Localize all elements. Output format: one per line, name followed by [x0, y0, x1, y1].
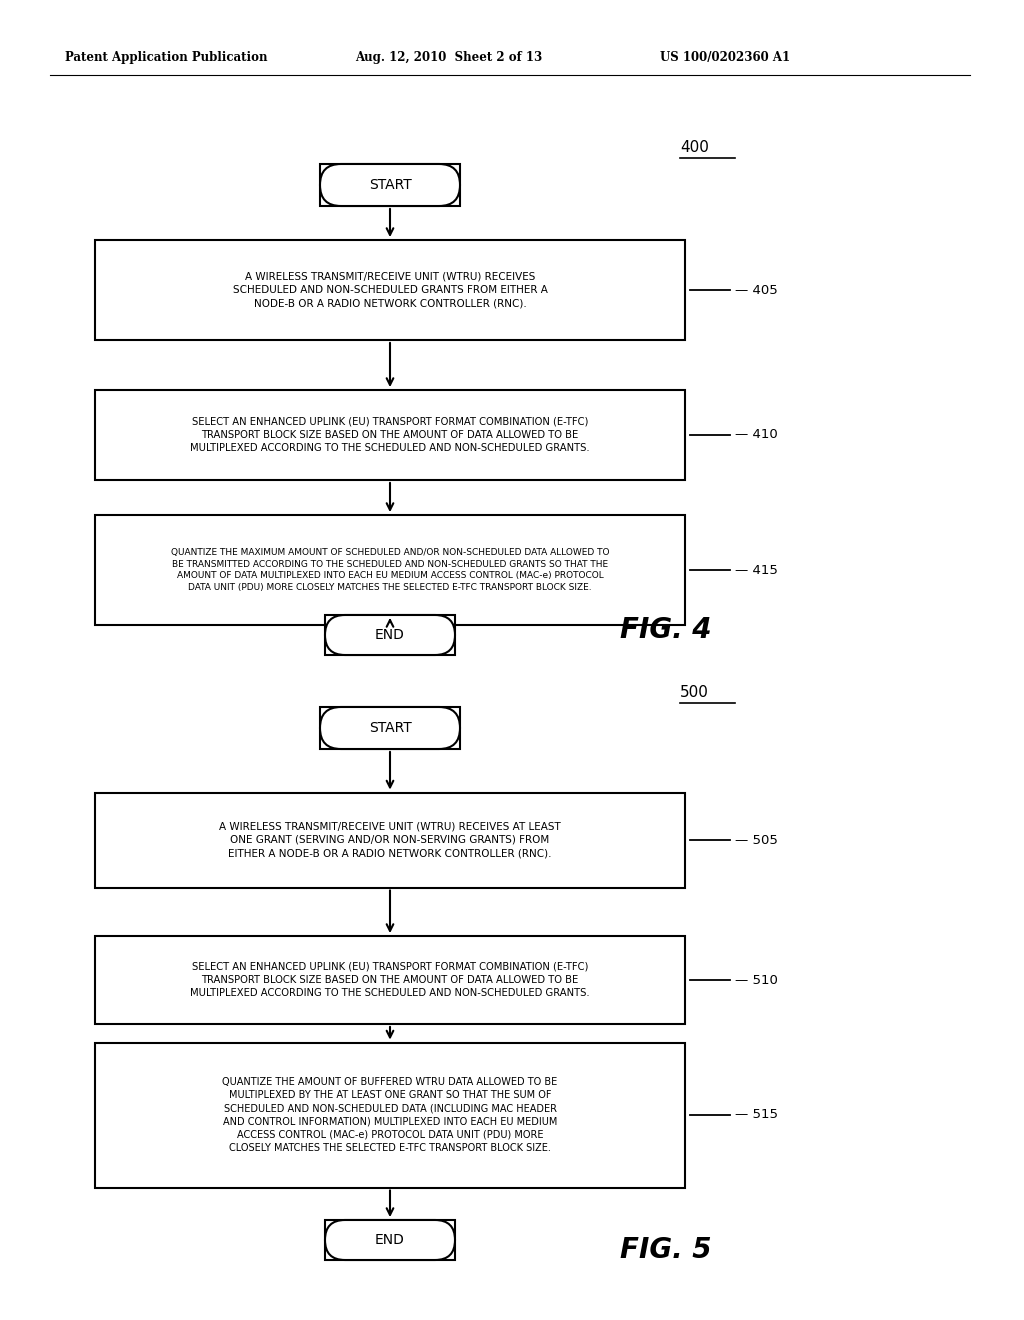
- Text: FIG. 5: FIG. 5: [620, 1236, 712, 1265]
- FancyBboxPatch shape: [319, 708, 460, 748]
- Text: — 515: — 515: [735, 1109, 778, 1122]
- Text: START: START: [369, 721, 412, 735]
- Bar: [95, 792, 685, 887]
- Text: US 100/0202360 A1: US 100/0202360 A1: [660, 51, 791, 65]
- FancyBboxPatch shape: [325, 1220, 455, 1261]
- FancyBboxPatch shape: [325, 615, 455, 655]
- Text: SELECT AN ENHANCED UPLINK (EU) TRANSPORT FORMAT COMBINATION (E-TFC)
TRANSPORT BL: SELECT AN ENHANCED UPLINK (EU) TRANSPORT…: [190, 417, 590, 453]
- Text: SELECT AN ENHANCED UPLINK (EU) TRANSPORT FORMAT COMBINATION (E-TFC)
TRANSPORT BL: SELECT AN ENHANCED UPLINK (EU) TRANSPORT…: [190, 962, 590, 998]
- Text: — 505: — 505: [735, 833, 778, 846]
- Text: — 405: — 405: [735, 284, 778, 297]
- Text: Aug. 12, 2010  Sheet 2 of 13: Aug. 12, 2010 Sheet 2 of 13: [355, 51, 543, 65]
- Bar: [95, 515, 685, 624]
- Text: END: END: [375, 1233, 404, 1247]
- Text: 400: 400: [680, 140, 709, 154]
- Text: Patent Application Publication: Patent Application Publication: [65, 51, 267, 65]
- Text: A WIRELESS TRANSMIT/RECEIVE UNIT (WTRU) RECEIVES AT LEAST
ONE GRANT (SERVING AND: A WIRELESS TRANSMIT/RECEIVE UNIT (WTRU) …: [219, 822, 561, 858]
- Text: — 415: — 415: [735, 564, 778, 577]
- Bar: [95, 240, 685, 341]
- FancyBboxPatch shape: [325, 1220, 455, 1261]
- Text: — 510: — 510: [735, 974, 778, 986]
- Bar: [95, 936, 685, 1024]
- FancyBboxPatch shape: [319, 708, 460, 748]
- Text: — 410: — 410: [735, 429, 778, 441]
- Text: QUANTIZE THE AMOUNT OF BUFFERED WTRU DATA ALLOWED TO BE
MULTIPLEXED BY THE AT LE: QUANTIZE THE AMOUNT OF BUFFERED WTRU DAT…: [222, 1077, 558, 1152]
- Text: FIG. 4: FIG. 4: [620, 616, 712, 644]
- Text: A WIRELESS TRANSMIT/RECEIVE UNIT (WTRU) RECEIVES
SCHEDULED AND NON-SCHEDULED GRA: A WIRELESS TRANSMIT/RECEIVE UNIT (WTRU) …: [232, 272, 548, 308]
- FancyBboxPatch shape: [319, 164, 460, 206]
- Bar: [95, 1043, 685, 1188]
- FancyBboxPatch shape: [319, 164, 460, 206]
- Text: END: END: [375, 628, 404, 642]
- Text: QUANTIZE THE MAXIMUM AMOUNT OF SCHEDULED AND/OR NON-SCHEDULED DATA ALLOWED TO
BE: QUANTIZE THE MAXIMUM AMOUNT OF SCHEDULED…: [171, 548, 609, 593]
- FancyBboxPatch shape: [325, 615, 455, 655]
- Bar: [95, 389, 685, 480]
- Text: 500: 500: [680, 685, 709, 700]
- Text: START: START: [369, 178, 412, 191]
